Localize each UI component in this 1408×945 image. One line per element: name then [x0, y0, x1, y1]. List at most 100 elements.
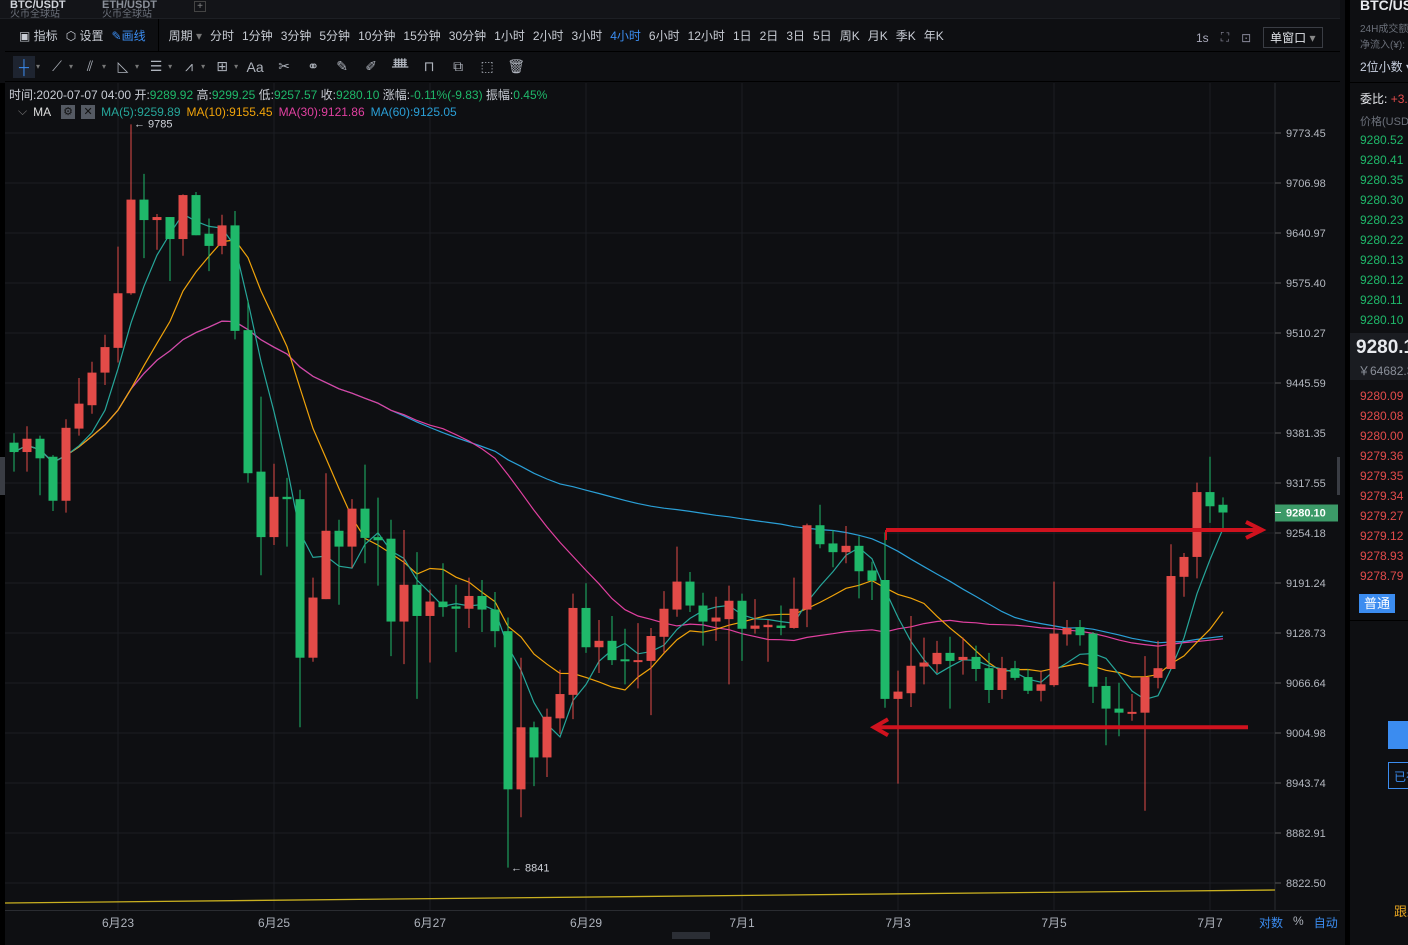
- horizontal-lines-icon[interactable]: ☰: [149, 58, 163, 74]
- visibility-icon[interactable]: ᚙ: [392, 58, 409, 74]
- window-mode-select[interactable]: 单窗口 ▾: [1263, 27, 1323, 48]
- candle-body: [607, 640, 617, 661]
- period-10[interactable]: 4小时: [610, 28, 641, 43]
- bid-price[interactable]: 9279.36: [1360, 449, 1404, 463]
- caret-down-icon[interactable]: ▾: [36, 62, 41, 71]
- add-tab-button[interactable]: +: [194, 1, 206, 12]
- period-9[interactable]: 3小时: [571, 28, 603, 43]
- period-13[interactable]: 1日: [732, 28, 752, 43]
- bid-price[interactable]: 9280.08: [1360, 409, 1404, 423]
- bid-price[interactable]: 9279.34: [1360, 489, 1404, 503]
- bid-price[interactable]: 9279.35: [1360, 469, 1404, 483]
- caret-down-icon[interactable]: ▾: [102, 62, 107, 71]
- period-3[interactable]: 5分钟: [319, 28, 351, 43]
- lock-icon[interactable]: ⊓: [423, 58, 435, 74]
- magnet-icon[interactable]: ✂: [278, 58, 290, 74]
- period-16[interactable]: 5日: [813, 28, 832, 43]
- bid-price[interactable]: 9278.93: [1360, 549, 1404, 563]
- period-15[interactable]: 3日: [786, 28, 805, 43]
- tab-eth-usdt[interactable]: ETH/USDT 火币全球站: [102, 0, 157, 20]
- log-scale-toggle[interactable]: 对数: [1259, 916, 1284, 930]
- period-14[interactable]: 2日: [759, 28, 779, 43]
- ask-price[interactable]: 9280.12: [1360, 273, 1404, 287]
- ma-close-icon[interactable]: ✕: [81, 104, 96, 119]
- bid-price[interactable]: 9278.79: [1360, 569, 1404, 583]
- bid-price[interactable]: 9280.09: [1360, 389, 1404, 403]
- period-dropdown[interactable]: 周期 ▾: [169, 27, 202, 44]
- period-7[interactable]: 1小时: [494, 28, 525, 43]
- period-19[interactable]: 季K: [895, 28, 916, 43]
- period-5[interactable]: 15分钟: [403, 28, 441, 43]
- ma60-line: [13, 320, 1224, 644]
- bid-price[interactable]: 9279.27: [1360, 509, 1404, 523]
- bid-price[interactable]: 9280.00: [1360, 429, 1404, 443]
- y-tick-label: 9706.98: [1286, 178, 1326, 190]
- refresh-interval[interactable]: 1s: [1196, 30, 1209, 45]
- ask-price[interactable]: 9280.30: [1360, 193, 1404, 207]
- y-tick-label: 9191.24: [1286, 578, 1326, 590]
- caret-down-icon[interactable]: ▾: [201, 62, 206, 71]
- ruler-icon[interactable]: ✎: [336, 58, 348, 74]
- ask-price[interactable]: 9280.23: [1360, 213, 1404, 227]
- decimals-select[interactable]: 2位小数 ▾: [1360, 58, 1408, 75]
- percent-scale-toggle[interactable]: %: [1293, 914, 1304, 928]
- trash-icon[interactable]: 🗑: [507, 58, 525, 74]
- time-scrollbar[interactable]: [672, 932, 710, 939]
- open-label: 开:: [134, 88, 150, 102]
- ask-price[interactable]: 9280.41: [1360, 153, 1404, 167]
- candle-body: [61, 427, 71, 501]
- candlestick-chart[interactable]: 9773.45 9706.98 9640.97 9575.40 9510.27 9445.…: [0, 0, 1340, 945]
- candle-body: [971, 656, 981, 669]
- parallel-line-icon[interactable]: ⫽: [86, 58, 94, 74]
- crosshair-icon[interactable]: ┼: [13, 55, 35, 78]
- candle-body: [711, 617, 721, 622]
- ask-price[interactable]: 9280.13: [1360, 253, 1404, 267]
- fullscreen-icon[interactable]: ⛶: [1220, 30, 1230, 44]
- period-6[interactable]: 30分钟: [448, 28, 487, 43]
- track-link[interactable]: 跟踪: [1394, 904, 1408, 919]
- caret-down-icon[interactable]: ▾: [168, 62, 173, 71]
- bid-price[interactable]: 9279.12: [1360, 529, 1404, 543]
- existing-button[interactable]: 已有: [1388, 762, 1408, 789]
- wave-icon[interactable]: ⩘: [185, 58, 194, 74]
- link-icon[interactable]: ⚭: [307, 58, 319, 74]
- period-11[interactable]: 6小时: [648, 28, 680, 43]
- rect-icon[interactable]: ⊞: [216, 58, 228, 74]
- indicators-button[interactable]: ▣ 指标: [19, 27, 58, 44]
- ask-price[interactable]: 9280.35: [1360, 173, 1404, 187]
- tab-btc-usdt[interactable]: BTC/USDT 火币全球站: [10, 0, 66, 20]
- submit-button[interactable]: [1388, 721, 1408, 749]
- settings-button[interactable]: ⬡ 设置: [66, 27, 104, 44]
- period-12[interactable]: 12小时: [687, 28, 725, 43]
- screenshot-edit-icon[interactable]: ⬚: [480, 58, 494, 74]
- change-value: -0.11%(-9.83): [410, 88, 483, 102]
- ask-price[interactable]: 9280.11: [1360, 293, 1403, 307]
- auto-scale-toggle[interactable]: 自动: [1313, 916, 1338, 930]
- period-20[interactable]: 年K: [923, 28, 944, 43]
- text-icon[interactable]: Aa: [246, 58, 264, 75]
- caret-down-icon[interactable]: ▾: [234, 62, 239, 71]
- trend-line-icon[interactable]: ⟋: [52, 58, 62, 74]
- new-window-icon[interactable]: ⊡: [1241, 30, 1252, 45]
- y-tick-label: 8943.74: [1286, 778, 1326, 790]
- period-2[interactable]: 3分钟: [280, 28, 312, 43]
- collapse-chevron-icon[interactable]: ⌵: [18, 104, 28, 118]
- order-mode-button[interactable]: 普通: [1359, 594, 1395, 613]
- caret-down-icon[interactable]: ▾: [69, 62, 74, 71]
- angle-icon[interactable]: ◺: [117, 58, 129, 74]
- panel-collapse-handle-left: [0, 457, 5, 495]
- period-8[interactable]: 2小时: [532, 28, 564, 43]
- period-18[interactable]: 月K: [867, 28, 888, 43]
- ask-price[interactable]: 9280.22: [1360, 233, 1404, 247]
- layers-icon[interactable]: ⧉: [453, 58, 464, 74]
- draw-button[interactable]: ✎画线: [112, 27, 146, 44]
- pen-icon[interactable]: ✐: [365, 58, 377, 74]
- period-0[interactable]: 分时: [209, 28, 234, 43]
- period-17[interactable]: 周K: [839, 28, 860, 43]
- period-4[interactable]: 10分钟: [358, 28, 396, 43]
- ask-price[interactable]: 9280.52: [1360, 133, 1404, 147]
- ma-settings-icon[interactable]: ⚙: [61, 104, 76, 119]
- ask-price[interactable]: 9280.10: [1360, 313, 1404, 327]
- period-1[interactable]: 1分钟: [242, 28, 273, 43]
- caret-down-icon[interactable]: ▾: [135, 62, 140, 71]
